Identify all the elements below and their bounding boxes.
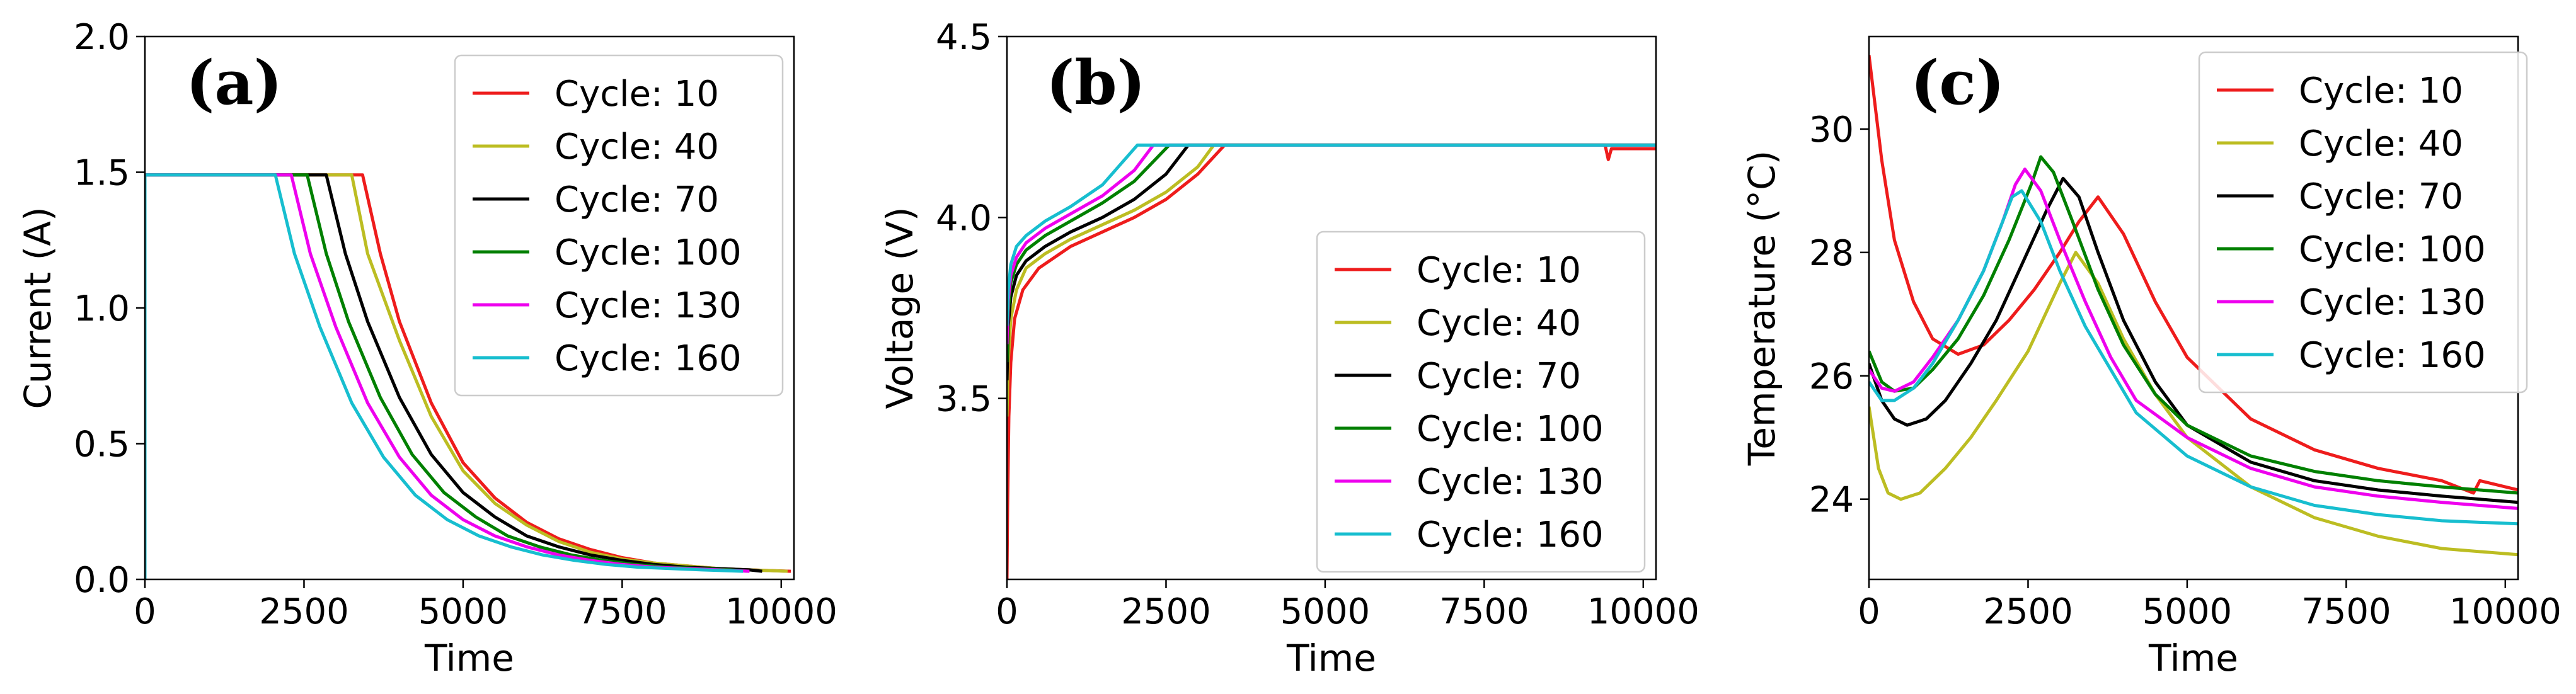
y-tick-label: 1.5 bbox=[74, 153, 130, 194]
x-axis-label: Time bbox=[424, 637, 514, 680]
legend-entry-1: Cycle: 10 bbox=[555, 74, 719, 115]
legend-entry-6: Cycle: 160 bbox=[2299, 335, 2486, 376]
x-tick-label: 2500 bbox=[259, 591, 349, 632]
x-tick-label: 7500 bbox=[1439, 591, 1529, 632]
legend-entry-6: Cycle: 160 bbox=[555, 338, 742, 379]
x-tick-label: 5000 bbox=[1280, 591, 1371, 632]
legend-entry-4: Cycle: 100 bbox=[555, 232, 742, 273]
legend-entry-5: Cycle: 130 bbox=[1417, 462, 1604, 503]
series-line-6 bbox=[1869, 189, 2518, 526]
legend-box bbox=[2198, 51, 2528, 394]
series-line-2 bbox=[1007, 143, 1656, 417]
legend: Cycle: 10 Cycle: 40 Cycle: 70 Cycle: 100 Cyc… bbox=[454, 54, 784, 397]
plot-area bbox=[145, 173, 791, 579]
x-tick-label: 5000 bbox=[2142, 591, 2233, 632]
legend-entry-5: Cycle: 130 bbox=[555, 285, 742, 326]
legend-entry-4: Cycle: 100 bbox=[2299, 229, 2486, 270]
axes-frame bbox=[1006, 35, 1657, 581]
y-tick-label: 26 bbox=[1809, 356, 1854, 397]
legend-entry-3: Cycle: 70 bbox=[1417, 356, 1581, 397]
legend: Cycle: 10 Cycle: 40 Cycle: 70 Cycle: 100 Cyc… bbox=[2198, 51, 2528, 394]
series-line-3 bbox=[1869, 176, 2518, 504]
chart-panel-1: 0 2500 5000 7500 10000 0.0 0.5 1.0 1.5 2.0 Time Cur… bbox=[16, 17, 837, 680]
legend-entry-3: Cycle: 70 bbox=[555, 179, 719, 220]
legend: Cycle: 10 Cycle: 40 Cycle: 70 Cycle: 100 Cyc… bbox=[1316, 230, 1646, 573]
series-line-1 bbox=[1869, 55, 2518, 495]
legend-entry-1: Cycle: 10 bbox=[1417, 250, 1581, 291]
legend-entry-1: Cycle: 10 bbox=[2299, 71, 2463, 111]
y-axis-label: Current (A) bbox=[16, 207, 59, 409]
x-tick-label: 2500 bbox=[1121, 591, 1211, 632]
y-tick-label: 0.0 bbox=[74, 560, 130, 601]
legend-entry-2: Cycle: 40 bbox=[1417, 303, 1581, 344]
chart-panel-2: 0 2500 5000 7500 10000 3.5 4.0 4.5 Time Voltage (… bbox=[878, 17, 1699, 680]
legend-entry-2: Cycle: 40 bbox=[2299, 123, 2463, 164]
legend-entry-3: Cycle: 70 bbox=[2299, 176, 2463, 217]
series-line-1 bbox=[1007, 143, 1656, 579]
y-tick-label: 0.5 bbox=[74, 424, 130, 465]
legend-box bbox=[454, 54, 784, 397]
x-tick-label: 0 bbox=[1858, 591, 1880, 632]
y-tick-label: 24 bbox=[1809, 480, 1854, 521]
x-tick-label: 0 bbox=[134, 591, 156, 632]
x-tick-label: 10000 bbox=[1587, 591, 1699, 632]
x-tick-label: 2500 bbox=[1983, 591, 2073, 632]
plot-area bbox=[1869, 55, 2518, 557]
y-tick-label: 28 bbox=[1809, 233, 1854, 274]
legend-box bbox=[1316, 230, 1646, 573]
y-tick-label: 4.5 bbox=[936, 17, 992, 58]
legend-entry-5: Cycle: 130 bbox=[2299, 282, 2486, 323]
y-tick-label: 3.5 bbox=[936, 379, 992, 420]
panel-label: (b) bbox=[1046, 47, 1146, 118]
series-line-2 bbox=[1869, 251, 2518, 557]
x-tick-label: 10000 bbox=[725, 591, 837, 632]
legend-entry-4: Cycle: 100 bbox=[1417, 409, 1604, 450]
y-axis-label: Voltage (V) bbox=[878, 207, 921, 409]
x-tick-label: 10000 bbox=[2449, 591, 2562, 632]
chart-panel-3: 0 2500 5000 7500 10000 24 26 28 30 Time Temperatur… bbox=[1740, 35, 2562, 680]
x-tick-label: 0 bbox=[996, 591, 1018, 632]
x-axis-label: Time bbox=[1286, 637, 1376, 680]
plot-area bbox=[1007, 143, 1656, 579]
x-tick-label: 5000 bbox=[418, 591, 509, 632]
legend-entry-6: Cycle: 160 bbox=[1417, 515, 1604, 555]
series-line-6 bbox=[145, 173, 744, 579]
y-tick-label: 30 bbox=[1809, 110, 1854, 151]
legend-entry-2: Cycle: 40 bbox=[555, 127, 719, 168]
x-tick-label: 7500 bbox=[577, 591, 667, 632]
y-tick-label: 1.0 bbox=[74, 288, 130, 329]
y-tick-label: 2.0 bbox=[74, 17, 130, 58]
y-tick-label: 4.0 bbox=[936, 198, 992, 239]
panel-label: (c) bbox=[1911, 47, 2004, 118]
x-axis-label: Time bbox=[2148, 637, 2238, 680]
series-line-6 bbox=[1007, 143, 1656, 326]
x-tick-label: 7500 bbox=[2301, 591, 2391, 632]
series-line-5 bbox=[1869, 168, 2518, 510]
panel-label: (a) bbox=[186, 47, 282, 118]
y-axis-label: Temperature (°C) bbox=[1740, 151, 1783, 467]
